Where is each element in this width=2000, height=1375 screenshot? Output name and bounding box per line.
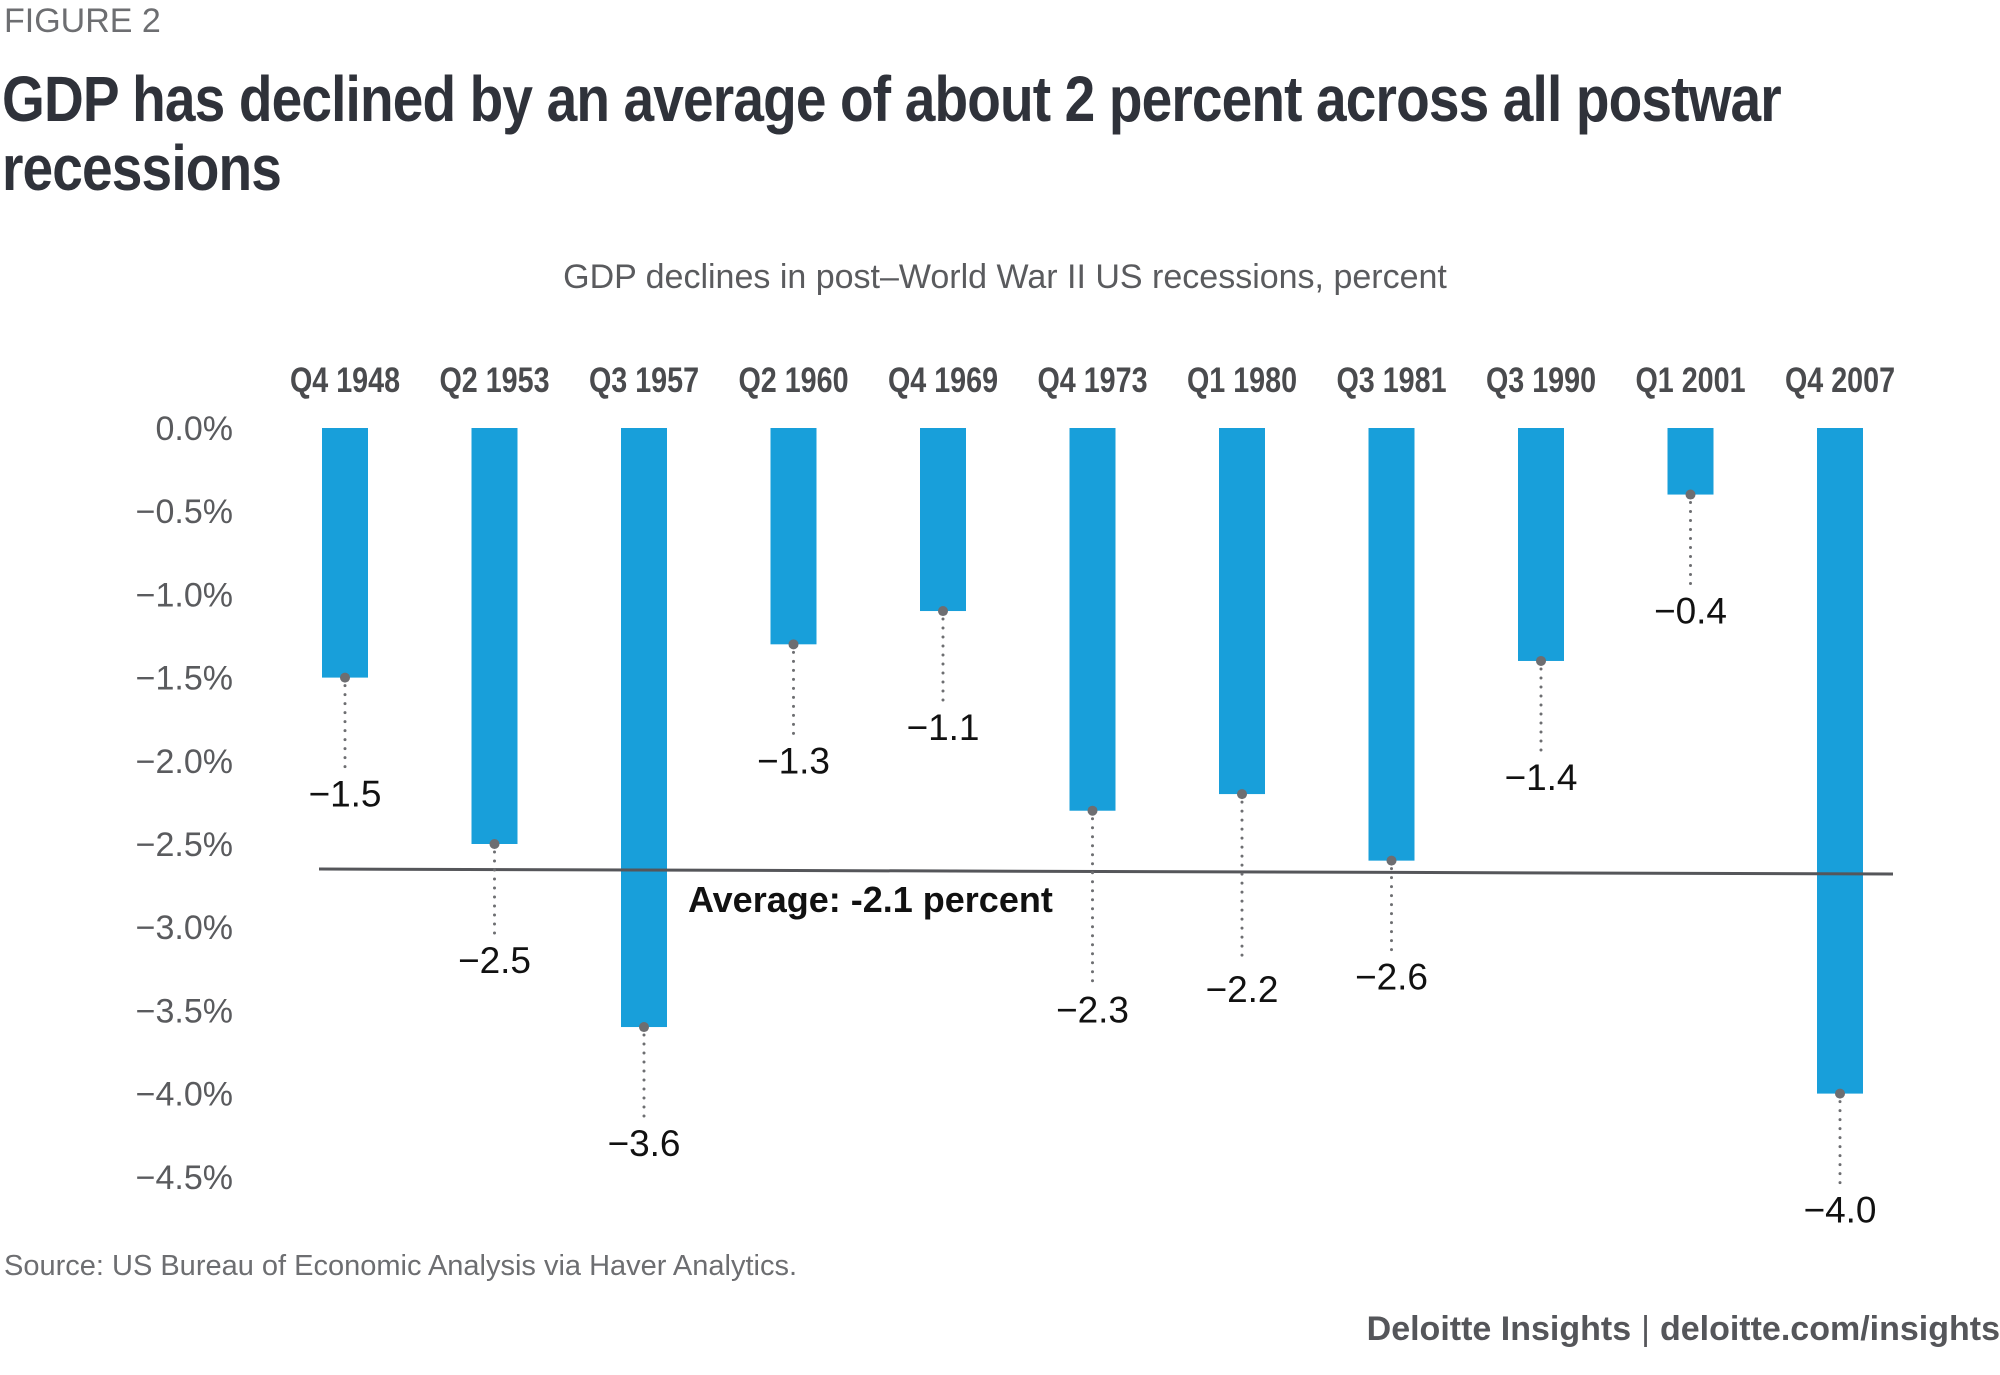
category-label: Q2 1953 bbox=[439, 360, 549, 399]
figure-label: FIGURE 2 bbox=[4, 2, 161, 40]
category-label: Q1 1980 bbox=[1187, 360, 1297, 399]
bar bbox=[1069, 428, 1116, 811]
category-label: Q1 2001 bbox=[1635, 360, 1745, 399]
y-tick-label: −4.0% bbox=[136, 1076, 233, 1114]
chart-subtitle: GDP declines in post–World War II US rec… bbox=[563, 258, 1447, 296]
category-label: Q4 1969 bbox=[888, 360, 998, 399]
category-label: Q4 1948 bbox=[290, 360, 400, 399]
bar bbox=[770, 428, 817, 645]
category-label: Q3 1957 bbox=[589, 360, 699, 399]
value-label: −0.4 bbox=[1654, 591, 1727, 632]
bar bbox=[1368, 428, 1415, 861]
chart-title-line-1: GDP has declined by an average of about … bbox=[2, 63, 1782, 135]
value-label: −2.6 bbox=[1355, 957, 1428, 998]
footer: Deloitte Insights | deloitte.com/insights bbox=[1367, 1310, 2000, 1349]
value-label: −2.5 bbox=[458, 940, 531, 981]
y-axis-tick-labels: 0.0% −0.5% −1.0% −1.5% −2.0% −2.5% −3.0% −3.5% −… bbox=[136, 410, 233, 1197]
category-label: Q2 1960 bbox=[738, 360, 848, 399]
value-label: −3.6 bbox=[607, 1123, 680, 1164]
y-tick-label: −4.5% bbox=[136, 1159, 233, 1197]
bar bbox=[471, 428, 518, 844]
value-marker bbox=[788, 639, 799, 650]
average-line bbox=[318, 867, 1894, 876]
value-leaders bbox=[340, 489, 1845, 1187]
category-label: Q4 1973 bbox=[1037, 360, 1147, 399]
bar bbox=[322, 428, 368, 678]
y-tick-label: −1.0% bbox=[136, 576, 233, 614]
y-tick-label: −2.5% bbox=[136, 826, 233, 864]
bar bbox=[621, 428, 667, 1028]
value-label: −1.3 bbox=[757, 740, 830, 781]
y-tick-label: −3.5% bbox=[136, 992, 233, 1030]
footer-link[interactable]: deloitte.com/insights bbox=[1659, 1310, 2000, 1348]
category-label: Q4 2007 bbox=[1785, 360, 1895, 399]
source-note: Source: US Bureau of Economic Analysis v… bbox=[4, 1250, 798, 1282]
category-labels: Q4 1948 Q2 1953 Q3 1957 Q2 1960 Q4 1969 Q4 19… bbox=[290, 360, 1895, 399]
value-marker bbox=[340, 672, 350, 683]
bars bbox=[322, 428, 1863, 1094]
value-label: −1.4 bbox=[1504, 757, 1577, 798]
value-labels: −1.5 −2.5 −3.6 −1.3 −1.1 −2.3 −2.2 −2.6 −1.4 −0.4… bbox=[308, 591, 1876, 1231]
value-label: −4.0 bbox=[1803, 1190, 1876, 1231]
bar bbox=[1667, 428, 1714, 495]
category-label: Q3 1981 bbox=[1336, 360, 1446, 399]
value-marker bbox=[1685, 489, 1696, 500]
y-tick-label: −3.0% bbox=[136, 909, 233, 947]
y-tick-label: −2.0% bbox=[136, 743, 233, 781]
y-tick-label: −1.5% bbox=[136, 660, 233, 698]
value-marker bbox=[1386, 855, 1397, 866]
average-label: Average: -2.1 percent bbox=[688, 879, 1053, 920]
value-marker bbox=[1087, 805, 1098, 816]
footer-brand: Deloitte Insights bbox=[1366, 1310, 1632, 1348]
chart-title-line-2: recessions bbox=[2, 132, 282, 204]
value-label: −2.2 bbox=[1205, 969, 1278, 1010]
average-group: Average: -2.1 percent bbox=[318, 867, 1894, 920]
value-marker bbox=[1536, 655, 1546, 666]
bar bbox=[1219, 428, 1265, 795]
footer-separator: | bbox=[1641, 1310, 1650, 1348]
y-tick-label: −0.5% bbox=[136, 493, 233, 531]
value-marker bbox=[489, 839, 500, 849]
value-marker bbox=[1237, 789, 1247, 800]
value-label: −1.5 bbox=[308, 774, 381, 815]
value-marker bbox=[1835, 1088, 1845, 1099]
bar bbox=[1518, 428, 1564, 661]
value-label: −2.3 bbox=[1056, 990, 1129, 1031]
category-label: Q3 1990 bbox=[1486, 360, 1596, 399]
value-marker bbox=[639, 1022, 649, 1033]
y-tick-label: 0.0% bbox=[156, 410, 234, 448]
bar bbox=[920, 428, 966, 612]
bar bbox=[1817, 428, 1863, 1094]
value-label: −1.1 bbox=[906, 707, 979, 748]
value-marker bbox=[938, 606, 948, 617]
